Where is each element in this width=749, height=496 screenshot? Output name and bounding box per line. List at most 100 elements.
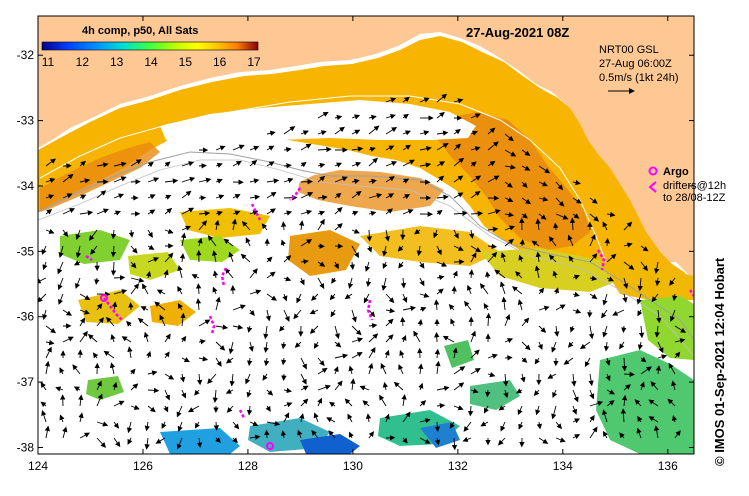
current-arrow <box>144 437 150 450</box>
current-arrow <box>451 437 458 451</box>
current-arrow <box>79 293 91 301</box>
current-arrow <box>300 239 313 247</box>
current-arrow <box>129 368 136 375</box>
current-arrow <box>605 357 611 366</box>
current-arrow <box>436 161 446 167</box>
current-arrow <box>164 389 170 401</box>
current-arrow <box>231 218 237 231</box>
current-arrow <box>572 197 582 204</box>
current-arrow <box>417 319 423 327</box>
current-arrow <box>223 238 234 247</box>
current-arrow <box>402 96 410 103</box>
current-arrow <box>179 373 186 383</box>
current-arrow <box>266 130 276 136</box>
current-arrow <box>382 381 389 391</box>
current-arrow <box>317 218 325 231</box>
current-arrow <box>213 421 219 431</box>
current-arrow <box>263 325 269 340</box>
lon-label: 124 <box>28 459 48 473</box>
lat-label: -37 <box>17 375 35 389</box>
current-arrow <box>567 341 574 348</box>
current-arrow <box>110 245 117 258</box>
current-arrow <box>453 382 465 391</box>
current-arrow <box>453 175 464 183</box>
current-arrow <box>75 245 82 259</box>
current-arrow <box>317 210 326 216</box>
current-arrow <box>619 341 625 350</box>
current-arrow <box>317 130 327 136</box>
current-arrow <box>399 350 405 359</box>
current-arrow <box>147 229 153 238</box>
current-arrow <box>266 161 275 167</box>
current-arrow <box>485 389 491 398</box>
current-arrow <box>249 159 258 167</box>
current-arrow <box>621 357 628 372</box>
current-arrow <box>385 334 394 343</box>
current-arrow <box>606 400 615 407</box>
current-arrow <box>521 149 531 156</box>
current-arrow <box>364 261 371 272</box>
lon-label: 132 <box>448 459 468 473</box>
current-arrow <box>334 353 349 359</box>
current-arrow <box>127 346 133 359</box>
current-arrow <box>434 437 441 446</box>
current-arrow <box>79 309 90 315</box>
current-arrow <box>96 380 102 391</box>
current-arrow <box>555 197 565 207</box>
colorbar: 4h comp, p50, All Sats 11 12 13 14 15 16 17 <box>41 25 261 69</box>
current-arrow <box>555 213 569 220</box>
current-arrow <box>589 389 595 400</box>
current-arrow <box>623 261 635 270</box>
current-arrow <box>266 145 275 151</box>
current-arrow <box>128 302 134 311</box>
current-arrow <box>621 325 627 333</box>
current-arrow <box>551 405 557 420</box>
drifter-track <box>220 267 228 287</box>
current-arrow <box>487 175 500 183</box>
current-arrow <box>436 274 445 281</box>
current-arrow <box>261 223 268 231</box>
current-arrow <box>228 251 234 263</box>
current-arrow <box>538 305 550 311</box>
current-arrow <box>265 309 271 322</box>
current-arrow <box>113 437 121 448</box>
current-arrow <box>436 175 445 183</box>
current-arrow <box>232 421 240 430</box>
imos-credit: © IMOS 01-Sep-2021 12:04 Hobart <box>712 257 727 466</box>
current-arrow <box>402 411 411 423</box>
current-arrow <box>279 325 285 332</box>
current-arrow <box>351 210 359 216</box>
current-arrow <box>623 242 633 248</box>
current-arrow <box>637 341 644 351</box>
current-arrow <box>485 271 491 279</box>
current-arrow <box>619 432 625 439</box>
current-arrow <box>164 228 174 234</box>
current-arrow <box>249 434 261 440</box>
current-arrow <box>142 283 149 295</box>
current-arrow <box>462 436 472 442</box>
current-arrow <box>555 304 566 311</box>
current-arrow <box>351 228 360 234</box>
current-arrow <box>519 239 525 247</box>
current-arrow <box>163 269 169 279</box>
current-arrow <box>419 146 432 152</box>
current-arrow <box>470 252 477 263</box>
colorbar-label: 11 <box>42 55 55 69</box>
current-arrow <box>515 388 523 394</box>
current-arrow <box>637 309 643 317</box>
current-arrow <box>164 373 175 380</box>
lon-label: 126 <box>133 459 153 473</box>
current-arrow <box>147 194 156 200</box>
current-arrow <box>654 261 660 274</box>
current-arrow <box>453 366 466 375</box>
current-arrow <box>194 389 200 396</box>
current-arrow <box>215 194 225 200</box>
current-arrow <box>470 146 481 152</box>
current-arrow <box>283 210 293 216</box>
current-arrow <box>413 330 421 343</box>
current-arrow <box>498 405 506 411</box>
current-arrow <box>402 305 416 312</box>
current-arrow <box>674 338 686 344</box>
current-arrow <box>384 349 390 359</box>
current-arrow <box>385 318 394 327</box>
